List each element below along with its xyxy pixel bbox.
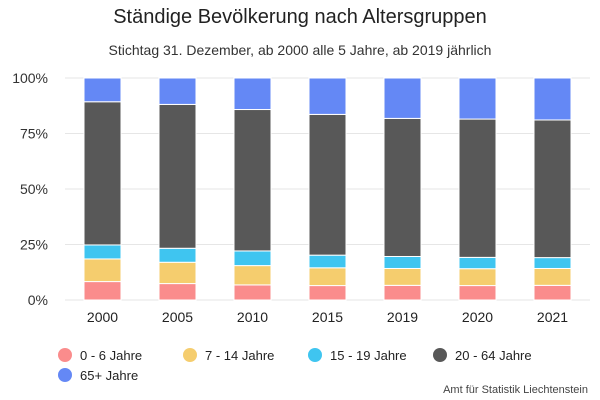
bar-segment — [533, 119, 572, 259]
bar-segment — [383, 284, 422, 301]
bar-segment — [533, 257, 572, 269]
x-tick-label: 2005 — [162, 309, 193, 325]
legend-item[interactable]: 65+ Jahre — [58, 366, 183, 384]
bar-segment — [383, 77, 422, 119]
legend-swatch — [308, 348, 322, 362]
legend-label: 65+ Jahre — [80, 367, 139, 383]
bar-segment — [83, 281, 122, 301]
bar-segment — [158, 261, 197, 285]
bar-segment — [83, 244, 122, 260]
legend-label: 20 - 64 Jahre — [455, 347, 532, 363]
bar-segment — [458, 77, 497, 120]
bar-segment — [458, 285, 497, 301]
bar-segment — [83, 101, 122, 246]
x-tick-label: 2000 — [87, 309, 118, 325]
y-tick-label: 25% — [20, 237, 48, 253]
bar-segment — [308, 267, 347, 287]
legend-swatch — [58, 368, 72, 382]
y-tick-label: 50% — [20, 181, 48, 197]
bar-segment — [533, 267, 572, 286]
bar-segment — [83, 258, 122, 283]
y-tick-label: 75% — [20, 126, 48, 142]
x-tick-label: 2020 — [462, 309, 493, 325]
bar-segment — [533, 77, 572, 121]
bar-segment — [158, 283, 197, 301]
bar-segment — [458, 256, 497, 270]
legend-label: 0 - 6 Jahre — [80, 347, 143, 363]
bar-segment — [233, 265, 272, 286]
y-tick-label: 0% — [28, 292, 48, 308]
bar-segment — [383, 255, 422, 269]
chart-title: Ständige Bevölkerung nach Altersgruppen — [113, 6, 487, 28]
bar-segment — [158, 247, 197, 263]
legend-swatch — [433, 348, 447, 362]
legend-item[interactable]: 20 - 64 Jahre — [433, 346, 543, 364]
bar-segment — [233, 284, 272, 301]
legend-item[interactable]: 0 - 6 Jahre — [58, 346, 183, 364]
bar-segment — [233, 109, 272, 252]
x-tick-label: 2015 — [312, 309, 343, 325]
bar-segment — [83, 77, 122, 103]
x-tick-label: 2021 — [537, 309, 568, 325]
x-tick-label: 2019 — [387, 309, 418, 325]
bar-segment — [458, 118, 497, 258]
legend-item[interactable]: 7 - 14 Jahre — [183, 346, 308, 364]
bar-segment — [308, 285, 347, 301]
bar-segment — [458, 268, 497, 287]
bar-segment — [233, 250, 272, 267]
y-tick-label: 100% — [12, 70, 48, 86]
legend-item[interactable]: 15 - 19 Jahre — [308, 346, 433, 364]
bar-segment — [383, 117, 422, 257]
bar-segment — [308, 77, 347, 115]
bar-segment — [308, 254, 347, 269]
bar-segment — [308, 113, 347, 256]
source-credit: Amt für Statistik Liechtenstein — [443, 384, 588, 396]
chart-subtitle: Stichtag 31. Dezember, ab 2000 alle 5 Ja… — [108, 42, 492, 58]
legend-label: 15 - 19 Jahre — [330, 347, 407, 363]
legend-swatch — [183, 348, 197, 362]
legend-swatch — [58, 348, 72, 362]
bar-segment — [158, 77, 197, 105]
chart-legend: 0 - 6 Jahre 7 - 14 Jahre 15 - 19 Jahre 20 -… — [58, 346, 558, 384]
bar-segment — [533, 284, 572, 301]
bar-segment — [233, 77, 272, 111]
bar-segment — [383, 267, 422, 286]
x-tick-label: 2010 — [237, 309, 268, 325]
legend-label: 7 - 14 Jahre — [205, 347, 275, 363]
bar-segment — [158, 103, 197, 249]
